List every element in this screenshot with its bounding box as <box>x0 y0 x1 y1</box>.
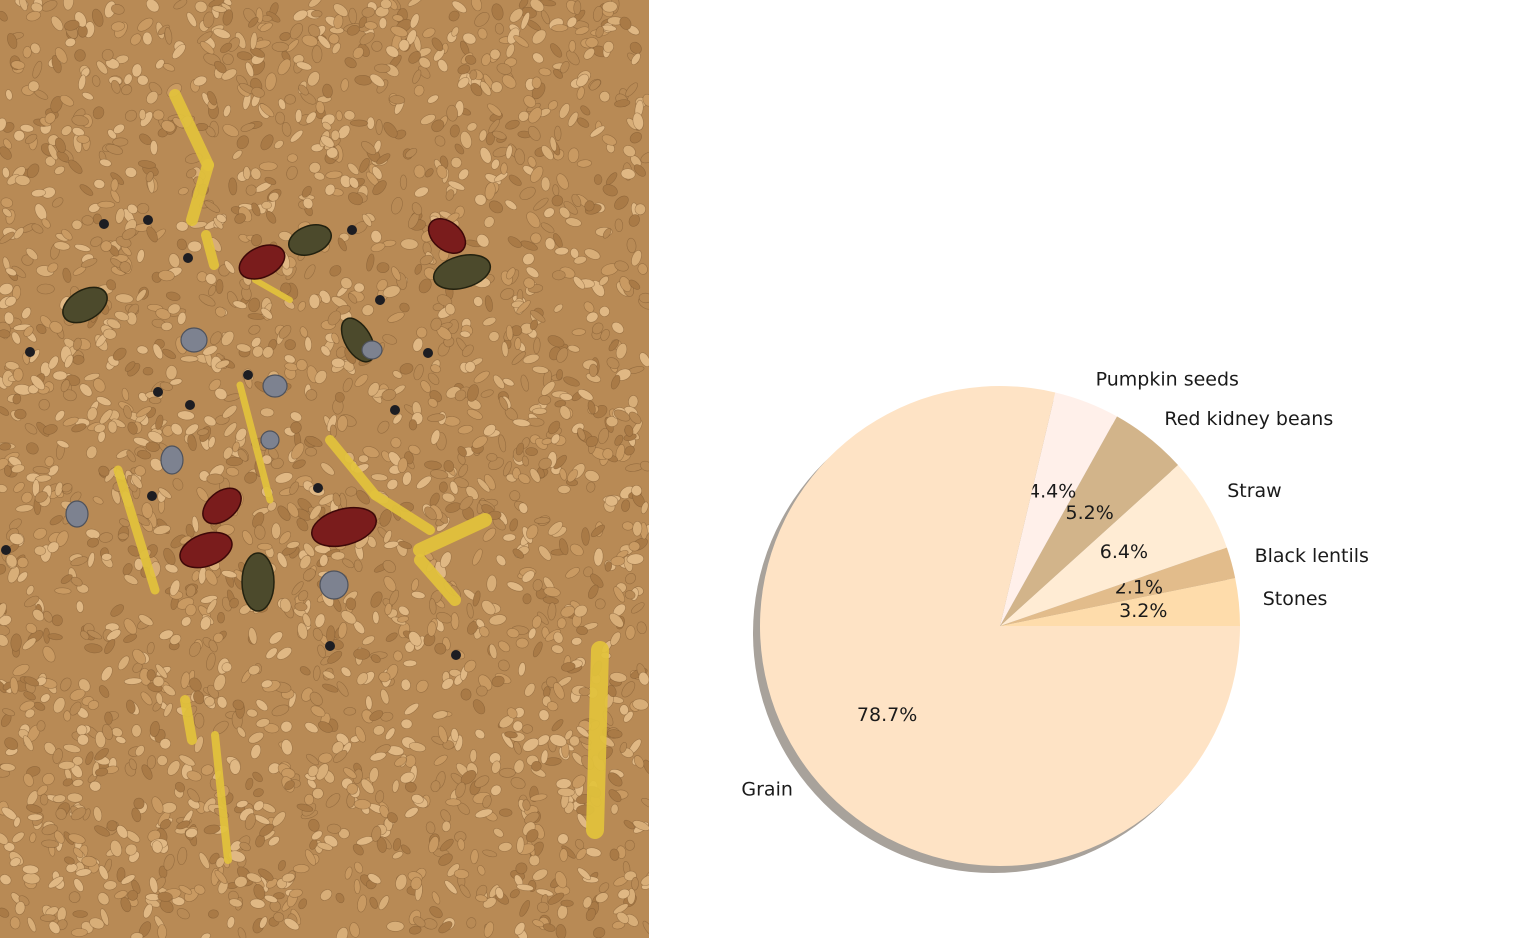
straw-piece <box>325 435 380 500</box>
kidney-bean <box>427 218 467 254</box>
stone <box>180 327 208 353</box>
straw-piece <box>180 695 197 745</box>
stone <box>160 445 184 475</box>
black-lentils <box>1 215 461 660</box>
slice-label-straw: Straw <box>1227 480 1282 502</box>
slice-label-pumpkin-seeds: Pumpkin seeds <box>1096 368 1239 390</box>
stone <box>361 340 383 360</box>
grain-kernels <box>0 0 649 938</box>
black-lentil <box>183 253 193 263</box>
red-kidney-beans <box>179 218 467 569</box>
black-lentil <box>25 347 35 357</box>
stone <box>65 500 89 528</box>
black-lentil <box>1 545 11 555</box>
straw-piece <box>211 731 232 864</box>
pumpkin-seed <box>432 254 492 290</box>
black-lentil <box>375 295 385 305</box>
slice-label-grain: Grain <box>741 778 793 800</box>
black-lentil <box>423 348 433 358</box>
black-lentil <box>153 387 163 397</box>
straw-piece <box>586 641 609 839</box>
straw-piece <box>236 381 274 504</box>
pie-slice-grain <box>760 386 1240 867</box>
black-lentil <box>347 225 357 235</box>
pumpkin-seed <box>241 552 275 612</box>
black-lentil <box>451 650 461 660</box>
pumpkin-seed <box>62 286 108 324</box>
straw-piece <box>252 277 293 303</box>
pie-slice-stones <box>1000 578 1240 626</box>
kidney-bean <box>179 531 233 569</box>
pie-slice-straw <box>1000 465 1227 626</box>
grain-photo-image <box>0 0 649 938</box>
slice-label-stones: Stones <box>1263 588 1328 610</box>
straw-piece <box>186 159 214 226</box>
pct-label-straw: 6.4% <box>1100 541 1148 563</box>
straw-piece <box>201 230 219 270</box>
black-lentil <box>143 215 153 225</box>
stone <box>262 374 288 398</box>
black-lentil <box>185 400 195 410</box>
stones <box>65 327 383 600</box>
straw-piece <box>370 490 435 535</box>
black-lentil <box>147 491 157 501</box>
black-lentil <box>99 219 109 229</box>
stone <box>260 430 280 450</box>
grain-photo <box>0 0 649 938</box>
straw-pieces <box>113 89 609 864</box>
slice-label-red-kidney-beans: Red kidney beans <box>1164 408 1333 430</box>
pie-slice-pumpkin-seeds <box>1000 392 1117 626</box>
black-lentil <box>325 641 335 651</box>
kidney-bean <box>311 506 377 548</box>
pct-label-red-kidney-beans: 5.2% <box>1066 502 1114 524</box>
pumpkin-seed <box>288 224 332 256</box>
straw-piece <box>414 554 461 606</box>
pct-label-pumpkin-seeds: 4.4% <box>1028 480 1076 502</box>
black-lentil <box>313 483 323 493</box>
black-lentil <box>390 405 400 415</box>
straw-piece <box>113 465 160 595</box>
pie-slice-red-kidney-beans <box>1000 416 1179 626</box>
pie-slice-black-lentils <box>1000 547 1236 626</box>
slice-label-black-lentils: Black lentils <box>1255 545 1369 567</box>
straw-piece <box>169 89 214 171</box>
black-lentil <box>243 370 253 380</box>
pct-label-stones: 3.2% <box>1119 600 1167 622</box>
kidney-bean <box>202 487 242 525</box>
pie-chart-panel: Stones 3.2% Black lentils 2.1% Straw 6.4% Red … <box>649 0 1514 938</box>
straw-piece <box>413 513 492 557</box>
stone <box>319 570 349 600</box>
pct-label-grain: 78.7% <box>857 704 917 726</box>
kidney-bean <box>238 244 286 280</box>
